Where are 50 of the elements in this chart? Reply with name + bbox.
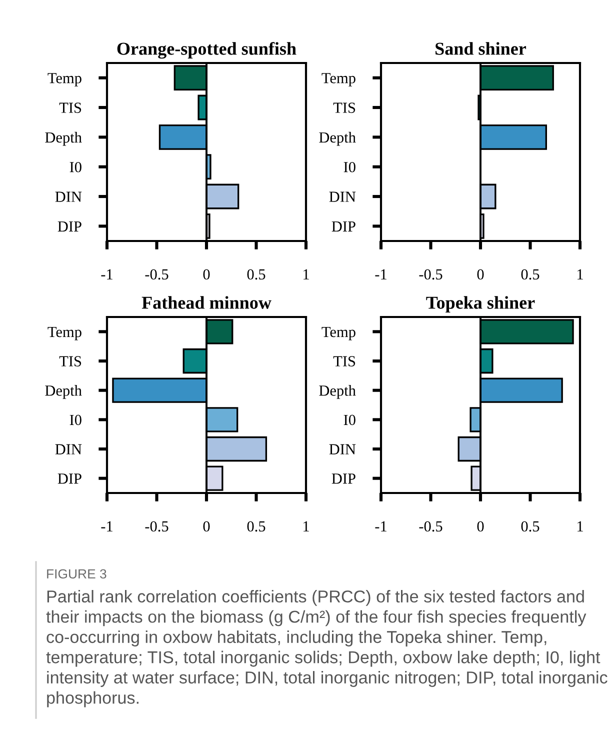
x-tick-label: 1 — [304, 521, 309, 532]
chart-title: Topeka shiner — [426, 296, 535, 313]
y-tick-label: DIP — [332, 474, 356, 484]
x-tick-label: 0 — [477, 521, 484, 532]
x-tick-label: -1 — [101, 269, 112, 280]
y-tick-label: I0 — [344, 414, 356, 426]
y-tick-label: DIP — [58, 474, 82, 484]
y-tick-label: DIN — [329, 444, 356, 454]
x-tick-label: 0.5 — [247, 269, 266, 280]
y-tick-label: Temp — [322, 326, 356, 340]
x-tick-label: 1 — [578, 269, 583, 280]
y-tick-label: DIN — [329, 192, 356, 202]
x-tick-label: -1 — [101, 521, 112, 532]
y-tick-label: TIS — [333, 102, 356, 113]
y-tick-label: Temp — [322, 73, 356, 86]
y-tick-label: I0 — [344, 162, 356, 172]
x-tick-label: 1 — [304, 269, 309, 280]
x-tick-label: -0.5 — [419, 521, 442, 532]
y-tick-label: DIN — [55, 192, 82, 202]
y-tick-label: TIS — [59, 356, 82, 366]
y-tick-label: TIS — [59, 102, 82, 113]
y-tick-label: TIS — [333, 356, 356, 366]
x-tick-label: 0 — [203, 521, 210, 532]
y-tick-label: Temp — [48, 73, 82, 86]
x-tick-label: -0.5 — [419, 269, 442, 280]
y-tick-label: Depth — [319, 385, 356, 399]
y-tick-label: Depth — [45, 132, 82, 146]
x-tick-label: -0.5 — [145, 269, 168, 280]
text: Partial rank correlation coefficients (PRCC) of the six tested factors and their impacts on the biomass (g C/m²) of the four fish species frequently co-occurring in oxbow habitats, including the Topeka shiner. Temp, temperature; TIS, total inorganic solids; Depth, oxbow lake depth; I0, light intensity at water surface; DIN, total inorganic nitrogen; DIP, total inorganic phosphorus. — [46, 590, 608, 708]
y-tick-label: Depth — [319, 132, 356, 146]
x-tick-label: 0 — [477, 269, 484, 280]
x-tick-label: -0.5 — [145, 521, 168, 532]
y-tick-label: I0 — [70, 162, 82, 172]
chart-title: Orange-spotted sunfish — [117, 42, 296, 59]
chart-title: Fathead minnow — [142, 296, 272, 309]
x-tick-label: -1 — [375, 521, 386, 532]
caption: FIGURE 3 — [47, 569, 106, 579]
chart-title: Sand shiner — [436, 42, 526, 55]
x-tick-label: 0.5 — [521, 269, 540, 280]
x-tick-label: -1 — [375, 269, 386, 280]
y-tick-label: I0 — [70, 414, 82, 426]
x-tick-label: 0 — [203, 269, 210, 280]
x-tick-label: 0.5 — [521, 521, 540, 532]
y-tick-label: DIP — [332, 221, 356, 232]
y-tick-label: DIN — [55, 444, 82, 454]
x-tick-label: 1 — [578, 521, 583, 532]
x-tick-label: 0.5 — [247, 521, 266, 532]
y-tick-label: DIP — [58, 221, 82, 232]
y-tick-label: Temp — [48, 326, 82, 340]
y-tick-label: Depth — [45, 385, 82, 399]
